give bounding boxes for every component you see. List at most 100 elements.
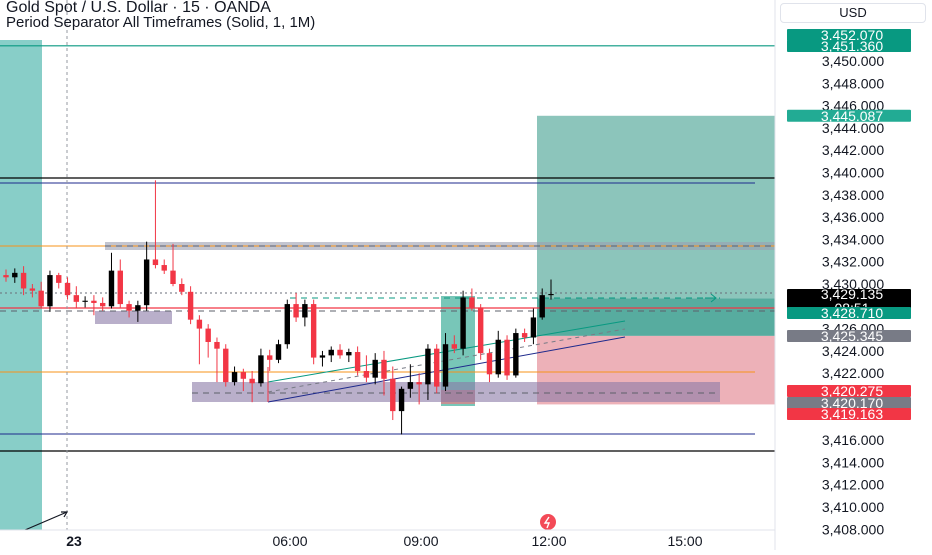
- candle-body: [47, 275, 53, 307]
- candle-body: [205, 328, 211, 342]
- price-badge[interactable]: [787, 109, 911, 122]
- price-badge-label: 3,419.163: [821, 406, 883, 422]
- y-tick-label: 3,448.000: [822, 75, 884, 91]
- candle-body: [187, 291, 194, 320]
- candle-body: [99, 302, 106, 307]
- currency-button[interactable]: USD: [780, 3, 926, 23]
- price-badge-label: 3,451.360: [821, 38, 883, 54]
- candle-body: [214, 341, 220, 349]
- y-tick-label: 3,414.000: [822, 454, 884, 470]
- y-tick-label: 3,432.000: [822, 254, 884, 270]
- candle-body: [319, 355, 326, 358]
- price-badge[interactable]: [787, 385, 911, 397]
- candle-body: [249, 378, 255, 384]
- y-tick-label: 3,440.000: [822, 165, 884, 181]
- indicator-subtitle: Period Separator All Timeframes (Solid, …: [6, 14, 316, 31]
- candle-body: [20, 272, 27, 289]
- candle-body: [56, 275, 62, 283]
- candle-body: [310, 304, 317, 358]
- price-axis: 3,450.0003,448.0003,446.0003,444.0003,44…: [822, 53, 884, 537]
- y-tick-label: 3,408.000: [822, 521, 884, 537]
- candle-body: [143, 259, 150, 306]
- candle-body: [434, 348, 440, 387]
- candle-body: [196, 319, 203, 329]
- y-tick-label: 3,410.000: [822, 499, 884, 515]
- x-tick-label: 23: [66, 533, 82, 549]
- y-tick-label: 3,430.000: [822, 276, 884, 292]
- x-tick-label: 09:00: [403, 533, 438, 549]
- y-tick-label: 3,412.000: [822, 477, 884, 493]
- candle-body: [425, 348, 431, 385]
- event-marker-icon[interactable]: [540, 514, 556, 530]
- candle-body: [152, 259, 159, 266]
- candle-body: [302, 304, 308, 318]
- price-badge-label: 3,428.710: [821, 305, 883, 321]
- price-badge-label: 3,420.275: [821, 383, 883, 399]
- candle-body: [135, 305, 141, 311]
- x-tick-label: 15:00: [667, 533, 702, 549]
- candle-body: [117, 270, 123, 305]
- candle-body: [451, 344, 458, 349]
- price-badge[interactable]: [787, 40, 911, 52]
- candle-body: [328, 349, 334, 356]
- candle-body: [442, 344, 449, 387]
- candle-body: [372, 359, 378, 378]
- price-badge-label: 3,425.345: [821, 328, 883, 344]
- lightning-icon: [543, 516, 551, 529]
- candle-body: [170, 270, 176, 284]
- overlays-layer: [540, 293, 717, 530]
- price-badge[interactable]: [787, 29, 911, 41]
- candle-body: [460, 297, 466, 349]
- x-tick-label: 06:00: [272, 533, 307, 549]
- candle-body: [363, 370, 370, 378]
- price-badge[interactable]: [787, 397, 911, 409]
- candle-body: [73, 295, 80, 302]
- chart-title: Gold Spot / U.S. Dollar · 15 · OANDA: [6, 0, 271, 16]
- price-badge-label: 3,445.087: [821, 108, 883, 124]
- candle-body: [521, 333, 528, 338]
- price-badge[interactable]: [787, 330, 911, 342]
- candle-body: [126, 304, 132, 311]
- candle-body: [161, 265, 167, 271]
- candle-body: [223, 348, 229, 383]
- y-tick-label: 3,438.000: [822, 187, 884, 203]
- candle-body: [108, 270, 115, 307]
- y-tick-label: 3,424.000: [822, 343, 884, 359]
- demand-zone-large: [192, 382, 720, 402]
- candle-body: [337, 349, 343, 356]
- candle-body: [293, 304, 299, 318]
- candle-body: [38, 290, 44, 307]
- candle-body: [91, 300, 97, 303]
- candle-body: [3, 275, 9, 278]
- candle-body: [495, 339, 501, 375]
- candle-body: [407, 382, 414, 389]
- drawing-arrow-head: [61, 511, 69, 518]
- candle-body: [469, 297, 475, 308]
- x-tick-label: 12:00: [531, 533, 566, 549]
- candle-body: [346, 352, 352, 356]
- candle-body: [267, 355, 273, 360]
- y-tick-label: 3,444.000: [822, 120, 884, 136]
- price-badge[interactable]: [787, 408, 911, 420]
- price-badges: 3,452.0703,451.3603,445.0873,429.13508:5…: [787, 27, 911, 422]
- y-tick-label: 3,416.000: [822, 432, 884, 448]
- candles-layer: [3, 180, 554, 435]
- y-tick-label: 3,436.000: [822, 209, 884, 225]
- time-axis: 23 06:00 09:00 12:00 15:00: [66, 533, 703, 549]
- candle-body: [275, 344, 282, 360]
- y-tick-label: 3,422.000: [822, 365, 884, 381]
- candle-body: [240, 372, 247, 379]
- y-tick-label: 3,442.000: [822, 142, 884, 158]
- price-badge-label: 3,420.170: [821, 395, 883, 411]
- candle-body: [12, 272, 18, 278]
- candle-body: [390, 378, 396, 412]
- demand-zone-small: [95, 311, 172, 324]
- candle-body: [64, 282, 71, 296]
- candle-body: [82, 300, 88, 302]
- price-badge[interactable]: [787, 307, 911, 319]
- candle-body: [530, 317, 537, 338]
- candle-body: [513, 333, 519, 376]
- candle-body: [258, 355, 264, 384]
